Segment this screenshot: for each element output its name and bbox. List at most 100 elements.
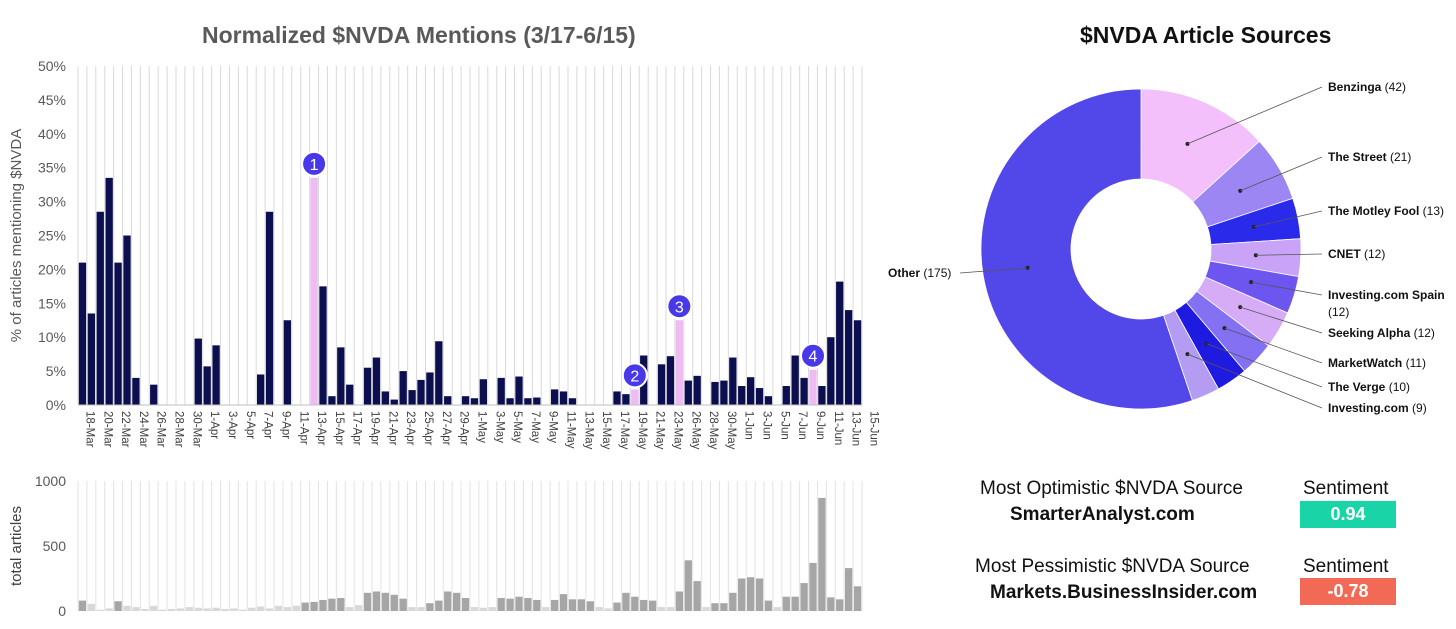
mention-bar: [96, 211, 104, 405]
y-tick-label: 15%: [38, 295, 66, 311]
volume-bar: [586, 601, 594, 611]
slice-label: The Verge (10): [1328, 380, 1410, 394]
x-tick-label: 7-Apr: [262, 411, 274, 439]
slice-dot: [1222, 326, 1227, 331]
leader-line: [1251, 281, 1323, 296]
volume-bar: [114, 601, 122, 611]
mention-bar: [417, 379, 425, 405]
mention-bar: [809, 369, 817, 405]
leader-line: [1224, 327, 1323, 364]
mention-bar: [363, 367, 372, 405]
mention-bar: [764, 396, 773, 405]
highlight-marker-label: 3: [675, 299, 684, 316]
y-tick-label: 5%: [46, 363, 66, 379]
x-tick-label: 9-Apr: [279, 411, 291, 439]
x-tick-label: 3-Apr: [226, 411, 238, 439]
highlight-marker: [301, 150, 328, 177]
mention-bar: [265, 211, 274, 405]
x-tick-label: 26-Mar: [155, 411, 167, 448]
y-tick-label: 500: [43, 538, 67, 554]
volume-bar: [248, 607, 256, 611]
volume-bar: [301, 602, 309, 611]
mention-bar: [114, 262, 122, 405]
slice-label: Other (175): [888, 266, 951, 280]
volume-bar: [675, 591, 684, 611]
volume-bar: [337, 598, 345, 611]
volume-bar: [444, 591, 452, 611]
volume-bar: [452, 592, 461, 611]
slice-label: The Street (21): [1328, 150, 1411, 164]
y-tick-label: 20%: [38, 261, 66, 277]
x-tick-label: 19-Apr: [369, 411, 381, 446]
y-tick-label: 45%: [38, 92, 66, 108]
highlight-marker: [666, 293, 693, 320]
mentions-chart-title: Normalized $NVDA Mentions (3/17-6/15): [202, 22, 636, 48]
volume-bar: [292, 605, 300, 611]
volume-bar: [310, 601, 318, 611]
volume-bar: [372, 591, 381, 611]
leader-line: [1240, 156, 1323, 192]
mention-bar: [524, 398, 532, 405]
x-tick-label: 11-May: [565, 411, 577, 449]
mention-bar: [684, 380, 692, 405]
volume-bar: [657, 607, 666, 611]
slice-dot: [1251, 224, 1256, 229]
volume-bar: [666, 607, 675, 611]
volume-bar: [417, 607, 425, 611]
slice-label: Investing.com Spain (12): [1328, 288, 1445, 319]
volume-bar: [782, 596, 790, 611]
volume-bar: [568, 599, 577, 611]
sources-chart-title: $NVDA Article Sources: [1080, 22, 1332, 48]
leader-line: [1187, 86, 1323, 145]
slice-label: CNET (12): [1328, 247, 1385, 261]
x-tick-label: 22-Mar: [119, 411, 131, 448]
donut-slice: [1174, 301, 1246, 390]
mention-bar: [497, 377, 505, 405]
volume-bar: [800, 583, 808, 611]
donut-slice: [1196, 276, 1289, 347]
y-tick-label: 50%: [38, 58, 66, 74]
volume-bar: [497, 598, 505, 611]
x-tick-label: 9-Jun: [814, 411, 826, 440]
x-tick-label: 24-Mar: [137, 411, 149, 448]
x-tick-label: 20-Mar: [101, 411, 113, 448]
mention-bar: [78, 262, 87, 405]
mention-bar: [613, 391, 621, 405]
volume-bar: [559, 594, 568, 611]
mention-bar: [479, 379, 488, 405]
mention-bar: [426, 372, 434, 405]
y-tick-label: 10%: [38, 329, 66, 345]
volume-bar: [470, 607, 479, 611]
optimistic-heading: Most Optimistic $NVDA Source: [980, 478, 1243, 499]
volume-bar: [132, 607, 140, 611]
slice-dot: [1185, 352, 1190, 357]
volume-bar: [809, 562, 817, 611]
volume-bar: [346, 607, 354, 611]
slice-dot: [1238, 305, 1243, 310]
mention-bar: [693, 375, 701, 405]
volume-bar: [390, 594, 398, 611]
donut-slice: [1204, 260, 1300, 314]
mention-bar: [87, 313, 96, 405]
volume-bar: [363, 592, 372, 611]
mention-bar: [470, 398, 479, 405]
volume-bar: [542, 607, 550, 611]
pessimistic-sentiment-header: Sentiment: [1303, 556, 1389, 577]
volume-bar: [141, 609, 149, 611]
mention-bar: [337, 347, 345, 405]
mention-bar: [818, 386, 826, 405]
mention-bar: [203, 366, 211, 405]
slice-dot: [1185, 141, 1190, 146]
mention-bar: [622, 394, 630, 405]
volume-bar: [764, 600, 773, 611]
mention-bar: [346, 384, 354, 405]
volume-bar: [648, 600, 657, 611]
x-tick-label: 25-Apr: [422, 411, 434, 446]
x-tick-label: 28-Mar: [173, 411, 185, 448]
highlight-marker: [621, 362, 648, 389]
x-tick-label: 1-Apr: [208, 411, 220, 439]
mention-bar: [150, 384, 158, 405]
volume-bar: [640, 599, 648, 611]
volume-bar: [221, 609, 229, 611]
slice-label: The Motley Fool (13): [1328, 204, 1444, 218]
